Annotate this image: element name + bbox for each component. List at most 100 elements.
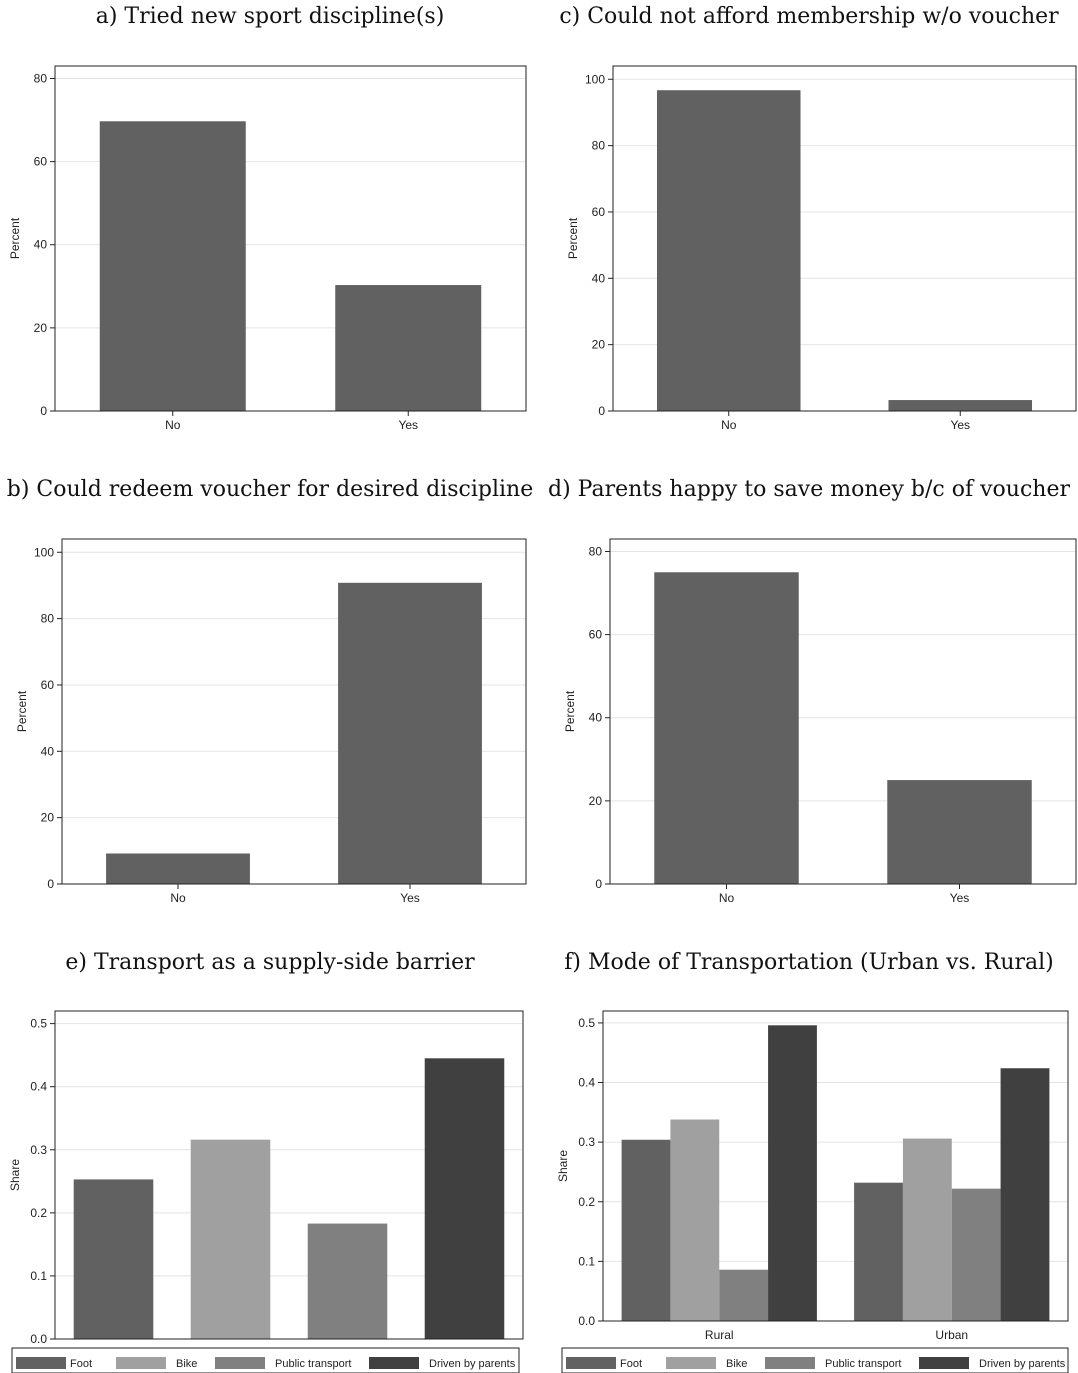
xtick-label-c-1: Yes xyxy=(950,418,970,432)
ytick-label-c-0: 0 xyxy=(598,404,605,418)
ytick-label-d-4: 80 xyxy=(589,544,603,558)
y-axis-title-e: Share xyxy=(8,1159,22,1191)
y-axis-title-a: Percent xyxy=(8,217,22,259)
ytick-label-c-2: 40 xyxy=(592,271,606,285)
ytick-label-d-3: 60 xyxy=(589,628,603,642)
panel-f: f) Mode of Transportation (Urban vs. Rur… xyxy=(540,946,1078,1373)
bar-a-no xyxy=(99,121,246,411)
legend-label-e-driven-by-parents: Driven by parents xyxy=(429,1358,516,1370)
chart-title-d: d) Parents happy to save money b/c of vo… xyxy=(548,477,1070,502)
xtick-label-d-0: No xyxy=(719,891,735,905)
bar-f-rural-foot xyxy=(621,1139,671,1321)
y-axis-title-c: Percent xyxy=(566,217,580,259)
bar-c-yes xyxy=(888,400,1033,411)
bar-f-urban-public-transport xyxy=(951,1188,1001,1321)
legend-swatch-f-driven-by-parents xyxy=(919,1357,969,1369)
chart-title-f: f) Mode of Transportation (Urban vs. Rur… xyxy=(564,950,1054,975)
ytick-label-a-4: 80 xyxy=(34,71,48,85)
plot-frame-e xyxy=(54,1010,524,1340)
plot-frame-d xyxy=(609,538,1077,885)
ytick-label-e-5: 0.5 xyxy=(30,1017,47,1031)
y-axis-title-b: Percent xyxy=(15,690,29,732)
xtick-label-f-0: Rural xyxy=(705,1328,734,1342)
chart-f: 0.0 0.1 0.2 0.3 0.4 0.5 Share Rural Urban Foot Bik… xyxy=(556,1010,1069,1373)
legend-label-e-bike: Bike xyxy=(176,1358,197,1370)
panel-c: c) Could not afford membership w/o vouch… xyxy=(540,0,1078,470)
legend-box-e xyxy=(11,1347,520,1373)
legend-label-f-public-transport: Public transport xyxy=(825,1358,901,1370)
plot-frame-a xyxy=(54,65,527,412)
legend-label-e-foot: Foot xyxy=(70,1358,92,1370)
bar-f-rural-public-transport xyxy=(719,1269,769,1321)
bar-f-urban-bike xyxy=(902,1138,952,1321)
bar-d-yes xyxy=(887,780,1032,884)
ytick-label-a-3: 60 xyxy=(34,155,48,169)
legend-swatch-e-driven-by-parents xyxy=(369,1357,419,1369)
xtick-label-c-0: No xyxy=(721,418,737,432)
ytick-label-d-0: 0 xyxy=(595,877,602,891)
bar-e-public-transport xyxy=(307,1223,388,1339)
legend-swatch-f-bike xyxy=(666,1357,716,1369)
ytick-label-c-3: 60 xyxy=(592,205,606,219)
legend-swatch-e-public-transport xyxy=(215,1357,265,1369)
ytick-label-e-1: 0.1 xyxy=(30,1269,47,1283)
bar-f-urban-driven-by-parents xyxy=(1000,1068,1050,1321)
plot-frame-c xyxy=(612,65,1077,412)
panel-d: d) Parents happy to save money b/c of vo… xyxy=(540,473,1078,943)
legend-swatch-e-bike xyxy=(116,1357,166,1369)
ytick-label-e-2: 0.2 xyxy=(30,1206,47,1220)
ytick-label-f-5: 0.5 xyxy=(578,1016,595,1030)
ytick-label-d-2: 40 xyxy=(589,711,603,725)
chart-title-e: e) Transport as a supply-side barrier xyxy=(65,950,475,975)
panel-e: e) Transport as a supply-side barrier 0.… xyxy=(0,946,540,1373)
ytick-label-b-1: 20 xyxy=(41,811,55,825)
legend-label-f-driven-by-parents: Driven by parents xyxy=(979,1358,1066,1370)
ytick-label-e-3: 0.3 xyxy=(30,1143,47,1157)
ytick-label-a-2: 40 xyxy=(34,238,48,252)
bar-f-rural-bike xyxy=(670,1119,720,1321)
ytick-label-f-3: 0.3 xyxy=(578,1135,595,1149)
ytick-label-b-0: 0 xyxy=(47,877,54,891)
bar-a-yes xyxy=(335,285,482,411)
ytick-label-b-3: 60 xyxy=(41,678,55,692)
bar-e-driven-by-parents xyxy=(424,1058,505,1339)
chart-d: 0 20 40 60 80 Percent No Yes xyxy=(563,538,1077,905)
ytick-label-c-1: 20 xyxy=(592,338,606,352)
legend-label-f-foot: Foot xyxy=(620,1358,642,1370)
chart-e: 0.0 0.1 0.2 0.3 0.4 0.5 Share Foot Bike Public tr… xyxy=(8,1010,524,1373)
xtick-label-a-0: No xyxy=(165,418,181,432)
bar-c-no xyxy=(656,90,801,412)
ytick-label-b-4: 80 xyxy=(41,612,55,626)
bar-f-urban-foot xyxy=(854,1182,903,1321)
plot-frame-b xyxy=(61,538,527,885)
bar-b-yes xyxy=(338,582,482,884)
panel-b: b) Could redeem voucher for desired disc… xyxy=(0,473,540,943)
bar-d-no xyxy=(654,572,799,884)
plot-frame-f xyxy=(602,1010,1069,1322)
ytick-label-f-1: 0.1 xyxy=(578,1254,595,1268)
ytick-label-a-0: 0 xyxy=(40,404,47,418)
ytick-label-a-1: 20 xyxy=(34,321,48,335)
chart-title-c: c) Could not afford membership w/o vouch… xyxy=(559,4,1059,29)
legend-swatch-e-foot xyxy=(16,1357,66,1369)
chart-title-a: a) Tried new sport discipline(s) xyxy=(95,4,445,29)
xtick-label-f-1: Urban xyxy=(935,1328,968,1342)
ytick-label-b-5: 100 xyxy=(34,545,54,559)
bar-e-foot xyxy=(73,1179,154,1339)
ytick-label-d-1: 20 xyxy=(589,794,603,808)
chart-title-b: b) Could redeem voucher for desired disc… xyxy=(6,477,534,502)
ytick-label-f-2: 0.2 xyxy=(578,1195,595,1209)
xtick-label-d-1: Yes xyxy=(950,891,970,905)
ytick-label-c-5: 100 xyxy=(585,72,605,86)
bar-b-no xyxy=(106,853,250,884)
xtick-label-b-0: No xyxy=(170,891,186,905)
legend-swatch-f-foot xyxy=(566,1357,616,1369)
xtick-label-b-1: Yes xyxy=(400,891,420,905)
legend-label-f-bike: Bike xyxy=(726,1358,747,1370)
ytick-label-f-4: 0.4 xyxy=(578,1076,595,1090)
ytick-label-f-0: 0.0 xyxy=(578,1314,595,1328)
legend-swatch-f-public-transport xyxy=(765,1357,815,1369)
y-axis-title-f: Share xyxy=(556,1150,570,1182)
ytick-label-b-2: 40 xyxy=(41,744,55,758)
ytick-label-e-0: 0.0 xyxy=(30,1332,47,1346)
